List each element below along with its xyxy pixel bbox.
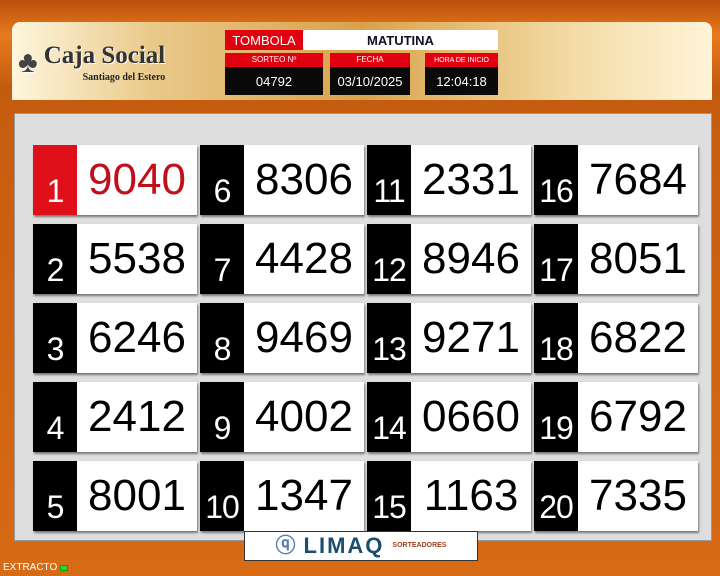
result-cell: 11 2331 — [367, 145, 531, 215]
result-position: 19 — [534, 382, 578, 452]
result-position: 10 — [200, 461, 244, 531]
result-cell: 18 6822 — [534, 303, 698, 373]
result-cell: 16 7684 — [534, 145, 698, 215]
start-time-label: HORA DE INICIO — [425, 53, 498, 67]
result-position: 9 — [200, 382, 244, 452]
status-bar: EXTRACTO — [3, 562, 69, 574]
result-number: 4002 — [244, 382, 364, 452]
result-number: 8306 — [244, 145, 364, 215]
logo-text: Caja Social Santiago del Estero — [44, 42, 166, 84]
result-cell: 8 9469 — [200, 303, 364, 373]
logo-subtitle: Santiago del Estero — [82, 72, 166, 83]
result-cell: 2 5538 — [33, 224, 197, 294]
game-label: TOMBOLA — [225, 30, 303, 50]
result-number: 9040 — [77, 145, 197, 215]
result-position: 13 — [367, 303, 411, 373]
result-position: 12 — [367, 224, 411, 294]
result-number: 0660 — [411, 382, 531, 452]
clover-icon: ♣ — [18, 46, 38, 79]
limaq-emblem-icon: ⓠ — [275, 535, 296, 557]
result-cell: 17 8051 — [534, 224, 698, 294]
result-cell: 4 2412 — [33, 382, 197, 452]
result-cell: 20 7335 — [534, 461, 698, 531]
result-position: 2 — [33, 224, 77, 294]
result-cell: 13 9271 — [367, 303, 531, 373]
result-cell: 12 8946 — [367, 224, 531, 294]
result-number: 5538 — [77, 224, 197, 294]
result-number: 4428 — [244, 224, 364, 294]
result-position: 1 — [33, 145, 77, 215]
result-position: 5 — [33, 461, 77, 531]
result-cell: 5 8001 — [33, 461, 197, 531]
result-position: 11 — [367, 145, 411, 215]
result-number: 2331 — [411, 145, 531, 215]
result-position: 20 — [534, 461, 578, 531]
result-position: 6 — [200, 145, 244, 215]
result-number: 8051 — [578, 224, 698, 294]
start-time-value: 12:04:18 — [425, 67, 498, 95]
result-cell: 7 4428 — [200, 224, 364, 294]
logo-title: Caja Social — [43, 42, 166, 69]
session-label: MATUTINA — [303, 30, 498, 50]
result-position: 7 — [200, 224, 244, 294]
result-number: 2412 — [77, 382, 197, 452]
result-cell: 19 6792 — [534, 382, 698, 452]
date-value: 03/10/2025 — [330, 67, 410, 95]
draw-number-value: 04792 — [225, 67, 323, 95]
result-cell: 6 8306 — [200, 145, 364, 215]
result-cell: 14 0660 — [367, 382, 531, 452]
result-number: 6792 — [578, 382, 698, 452]
result-cell: 15 1163 — [367, 461, 531, 531]
result-position: 15 — [367, 461, 411, 531]
limaq-brand: LIMAQ — [303, 533, 385, 558]
limaq-subtitle: SORTEADORES — [392, 542, 447, 549]
limaq-logo: ⓠ LIMAQ SORTEADORES — [244, 531, 478, 561]
result-cell: 10 1347 — [200, 461, 364, 531]
result-position: 3 — [33, 303, 77, 373]
result-position: 8 — [200, 303, 244, 373]
result-position: 14 — [367, 382, 411, 452]
draw-number-label: SORTEO Nº — [225, 53, 323, 67]
result-cell: 9 4002 — [200, 382, 364, 452]
result-number: 8946 — [411, 224, 531, 294]
result-number: 7335 — [578, 461, 698, 531]
result-number: 9469 — [244, 303, 364, 373]
date-label: FECHA — [330, 53, 410, 67]
result-position: 18 — [534, 303, 578, 373]
result-number: 7684 — [578, 145, 698, 215]
result-number: 9271 — [411, 303, 531, 373]
result-position: 16 — [534, 145, 578, 215]
status-led-icon — [60, 565, 69, 571]
result-number: 6822 — [578, 303, 698, 373]
result-number: 1163 — [411, 461, 531, 531]
result-number: 6246 — [77, 303, 197, 373]
result-position: 17 — [534, 224, 578, 294]
result-number: 8001 — [77, 461, 197, 531]
result-number: 1347 — [244, 461, 364, 531]
result-cell: 1 9040 — [33, 145, 197, 215]
result-cell: 3 6246 — [33, 303, 197, 373]
result-position: 4 — [33, 382, 77, 452]
status-text: EXTRACTO — [3, 562, 58, 573]
caja-social-logo: ♣ Caja Social Santiago del Estero — [18, 36, 208, 90]
